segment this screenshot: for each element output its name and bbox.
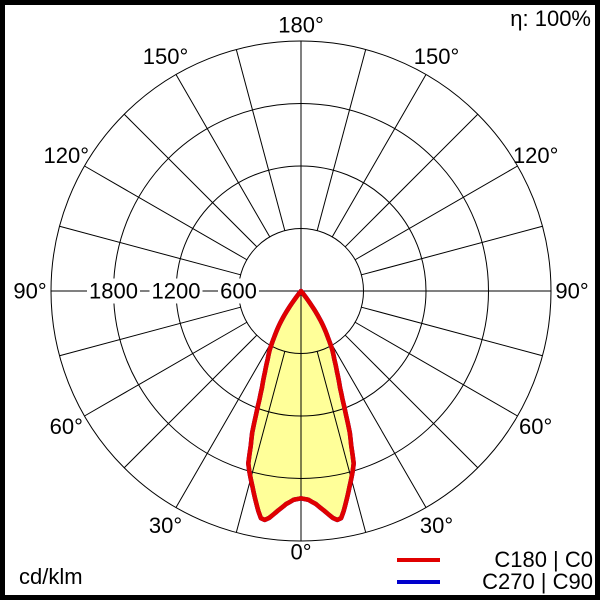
grid-spoke [361, 306, 543, 357]
efficiency-label: η: 100% [510, 6, 591, 31]
grid-spoke [175, 74, 271, 238]
angle-label-60deg-at-60: 60° [519, 414, 552, 439]
angle-label-120deg-at-240: 120° [44, 143, 90, 168]
grid-spoke [316, 49, 367, 231]
grid-spoke [84, 165, 248, 261]
angle-label-0deg-at-0: 0° [290, 540, 311, 565]
polar-grid [50, 40, 552, 542]
grid-spoke [123, 113, 258, 248]
angle-label-30deg-at-330: 30° [149, 513, 182, 538]
grid-spoke [354, 165, 518, 261]
grid-spoke [361, 225, 543, 276]
grid-spoke [59, 225, 241, 276]
ring-label-1800: 1800 [89, 279, 138, 304]
grid-spoke [235, 49, 286, 231]
grid-spoke [59, 306, 241, 357]
beam-curve-layer [246, 288, 356, 523]
beam-curve-c180-c0 [246, 288, 356, 523]
polar-chart: 1800 1200 600 0° 30° 30° 60° 60° 90° 90° 120° 120° 1… [13, 13, 588, 565]
ring-label-bg [218, 278, 259, 304]
angle-label-90deg-at-90: 90° [555, 279, 588, 304]
grid-spoke [235, 351, 286, 533]
legend: C180 | C0 C270 | C90 [397, 547, 593, 594]
angle-label-90deg-at-270: 90° [13, 279, 46, 304]
ring-label-600: 600 [220, 279, 257, 304]
grid-spoke [331, 344, 427, 508]
legend-label-c180-c0: C180 | C0 [494, 547, 593, 572]
legend-line-c180-c0-icon [397, 558, 440, 562]
grid-spoke [123, 334, 258, 469]
ring-label-bg [87, 278, 140, 304]
legend-item-c180-c0: C180 | C0 [397, 547, 593, 572]
chart-labels: 1800 1200 600 0° 30° 30° 60° 60° 90° 90° 120° 120° 1… [13, 13, 588, 565]
grid-spoke [344, 113, 479, 248]
legend-line-c270-c90-icon [397, 580, 440, 584]
angle-label-120deg-at-120: 120° [513, 143, 559, 168]
angle-label-150deg-at-210: 150° [143, 44, 189, 69]
grid-spoke [175, 344, 271, 508]
grid-spoke [316, 351, 367, 533]
angle-label-60deg-at-300: 60° [50, 414, 83, 439]
legend-label-c270-c90: C270 | C90 [482, 569, 593, 594]
angle-label-180deg-at-180: 180° [278, 13, 324, 38]
ring-label-bg [149, 278, 203, 304]
ring-label-1200: 1200 [152, 279, 201, 304]
grid-spoke [354, 321, 518, 417]
grid-spoke [331, 74, 427, 238]
angle-label-30deg-at-30: 30° [420, 513, 453, 538]
unit-label: cd/klm [19, 564, 83, 589]
angle-label-150deg-at-150: 150° [414, 44, 460, 69]
legend-item-c270-c90: C270 | C90 [397, 569, 593, 594]
grid-spoke [84, 321, 248, 417]
grid-spoke [344, 334, 479, 469]
